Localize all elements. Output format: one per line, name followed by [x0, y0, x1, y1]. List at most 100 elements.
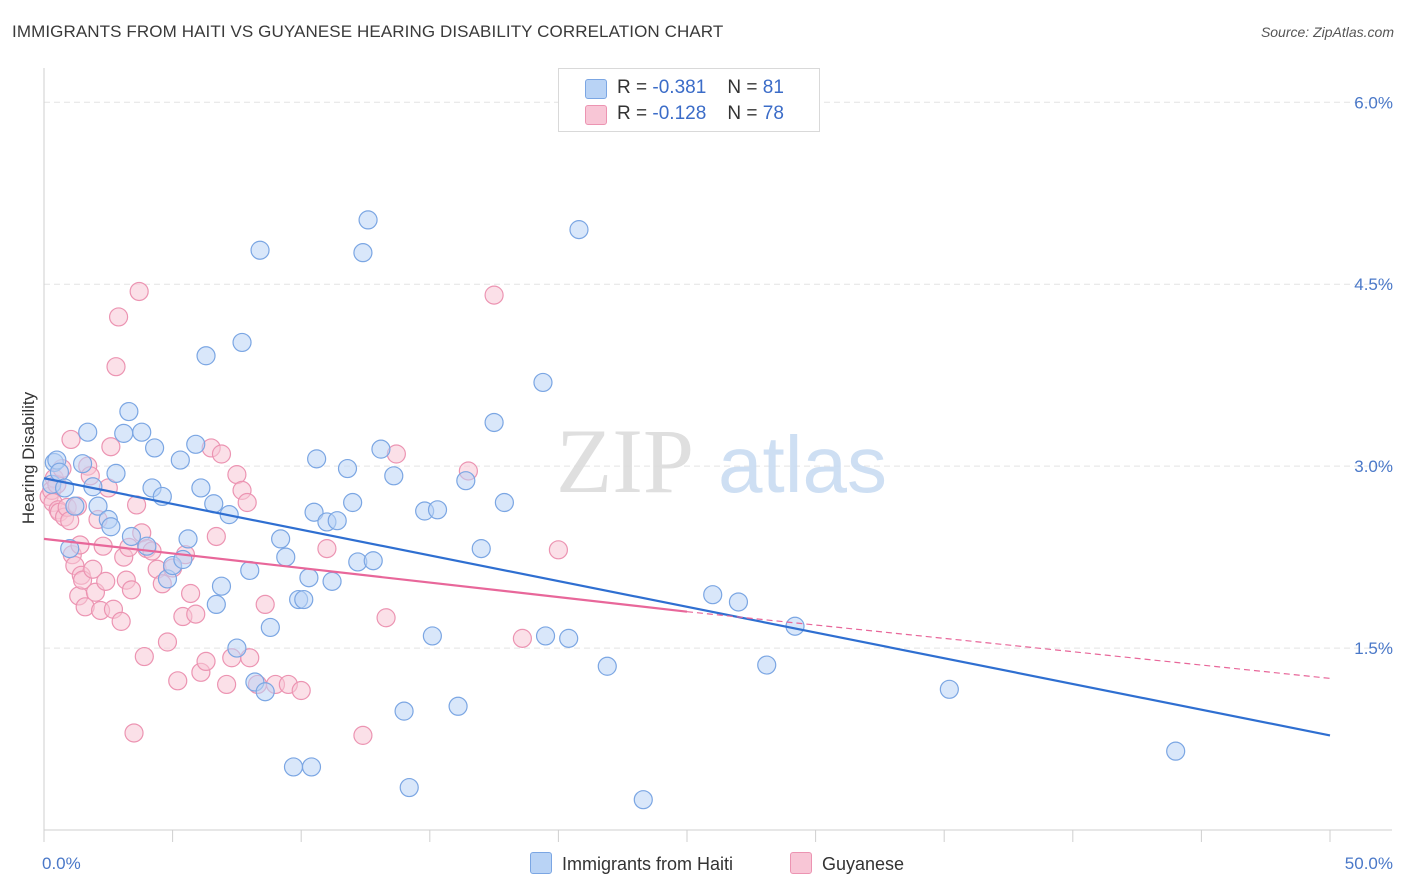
haiti-point	[471, 539, 491, 559]
haiti-trend-line	[43, 477, 1331, 737]
legend-r-label: R =	[617, 103, 648, 124]
guyanese-point	[217, 674, 237, 695]
guyanese-point	[353, 725, 373, 745]
axes	[43, 68, 1392, 842]
y-tick-label: 1.5%	[1354, 639, 1393, 658]
haiti-point	[227, 638, 247, 658]
haiti-point	[250, 240, 270, 260]
haiti-point	[101, 517, 121, 537]
watermark-zip: ZIP	[556, 410, 694, 512]
haiti-swatch	[585, 79, 607, 99]
guyanese-swatch	[585, 105, 607, 125]
guyanese-point	[317, 539, 337, 559]
haiti-point	[757, 655, 777, 675]
guyanese-point	[196, 651, 216, 672]
guyanese-point	[512, 628, 532, 648]
haiti-point	[186, 434, 206, 454]
guyanese-legend-swatch	[790, 852, 812, 874]
guyanese-legend-label: Guyanese	[822, 854, 905, 874]
guyanese-point	[181, 583, 201, 604]
guyanese-point	[108, 307, 129, 327]
guyanese-point	[111, 611, 131, 631]
haiti-point	[191, 478, 211, 498]
haiti-point	[703, 585, 723, 605]
haiti-point	[144, 438, 165, 458]
legend-n-label: N =	[727, 103, 758, 124]
guyanese-point	[129, 281, 149, 302]
haiti-point	[533, 372, 553, 393]
guyanese-point	[168, 671, 188, 691]
haiti-point	[60, 539, 80, 559]
guyanese-point	[83, 559, 103, 579]
haiti-point	[597, 656, 617, 676]
guyanese-trend-extension	[686, 611, 1331, 679]
haiti-point	[337, 458, 358, 479]
haiti-point	[394, 701, 414, 721]
haiti-point	[114, 423, 134, 443]
legend-n-value: 78	[762, 103, 784, 124]
x-tick-label-min: 0.0%	[42, 854, 81, 873]
haiti-point	[137, 536, 157, 556]
guyanese-point	[96, 571, 116, 591]
haiti-point	[304, 502, 324, 522]
legend-n-value: 81	[762, 77, 784, 98]
haiti-point	[65, 496, 85, 516]
guyanese-point	[376, 608, 396, 628]
chart-title: IMMIGRANTS FROM HAITI VS GUYANESE HEARIN…	[12, 22, 724, 41]
haiti-point	[255, 682, 275, 702]
guyanese-point	[134, 646, 154, 667]
legend-n-label: N =	[727, 77, 758, 98]
haiti-point	[353, 243, 373, 263]
haiti-point	[371, 439, 391, 459]
haiti-point	[363, 551, 383, 571]
guyanese-points	[39, 281, 569, 745]
guyanese-point	[211, 444, 232, 464]
haiti-point	[399, 777, 419, 798]
haiti-point	[132, 422, 152, 442]
guyanese-point	[206, 526, 226, 547]
watermark: ZIP atlas	[556, 410, 887, 512]
haiti-point	[535, 626, 556, 646]
haiti-point	[178, 529, 198, 549]
haiti-point	[327, 511, 347, 531]
haiti-point	[299, 568, 319, 588]
haiti-legend-swatch	[530, 852, 552, 874]
watermark-atlas: atlas	[718, 420, 887, 509]
haiti-point	[728, 592, 749, 612]
guyanese-point	[240, 648, 260, 668]
source-credit: Source: ZipAtlas.com	[1260, 24, 1394, 40]
haiti-point	[106, 463, 126, 484]
y-tick-label: 3.0%	[1354, 457, 1393, 476]
haiti-point	[240, 560, 260, 581]
guyanese-point	[61, 429, 81, 450]
haiti-point	[260, 617, 280, 638]
y-axis-title: Hearing Disability	[19, 391, 38, 524]
guyanese-point	[237, 492, 257, 513]
guyanese-point	[291, 680, 311, 701]
tick-labels: 1.5% 3.0% 4.5% 6.0% 0.0% 50.0%	[42, 93, 1393, 873]
guyanese-point	[186, 604, 206, 624]
legend-r-value: -0.128	[652, 103, 707, 124]
haiti-point	[384, 466, 404, 486]
guyanese-point	[106, 357, 126, 377]
guyanese-point	[157, 632, 178, 652]
haiti-point	[1166, 741, 1186, 761]
haiti-point	[456, 471, 476, 491]
haiti-point	[271, 529, 291, 549]
guyanese-point	[101, 437, 121, 457]
haiti-point	[358, 210, 378, 230]
haiti-point	[484, 412, 504, 433]
haiti-point	[939, 679, 959, 699]
trend-lines	[43, 477, 1331, 737]
haiti-point	[211, 576, 232, 596]
haiti-point	[427, 500, 448, 520]
guyanese-point	[121, 580, 142, 600]
haiti-point	[307, 449, 327, 469]
bottom-legend-haiti: Immigrants from Haiti	[530, 852, 733, 875]
guyanese-trend-line	[43, 537, 688, 613]
haiti-point	[232, 332, 252, 353]
haiti-points	[42, 210, 1186, 810]
haiti-point	[170, 450, 190, 470]
y-tick-label: 6.0%	[1354, 93, 1393, 112]
